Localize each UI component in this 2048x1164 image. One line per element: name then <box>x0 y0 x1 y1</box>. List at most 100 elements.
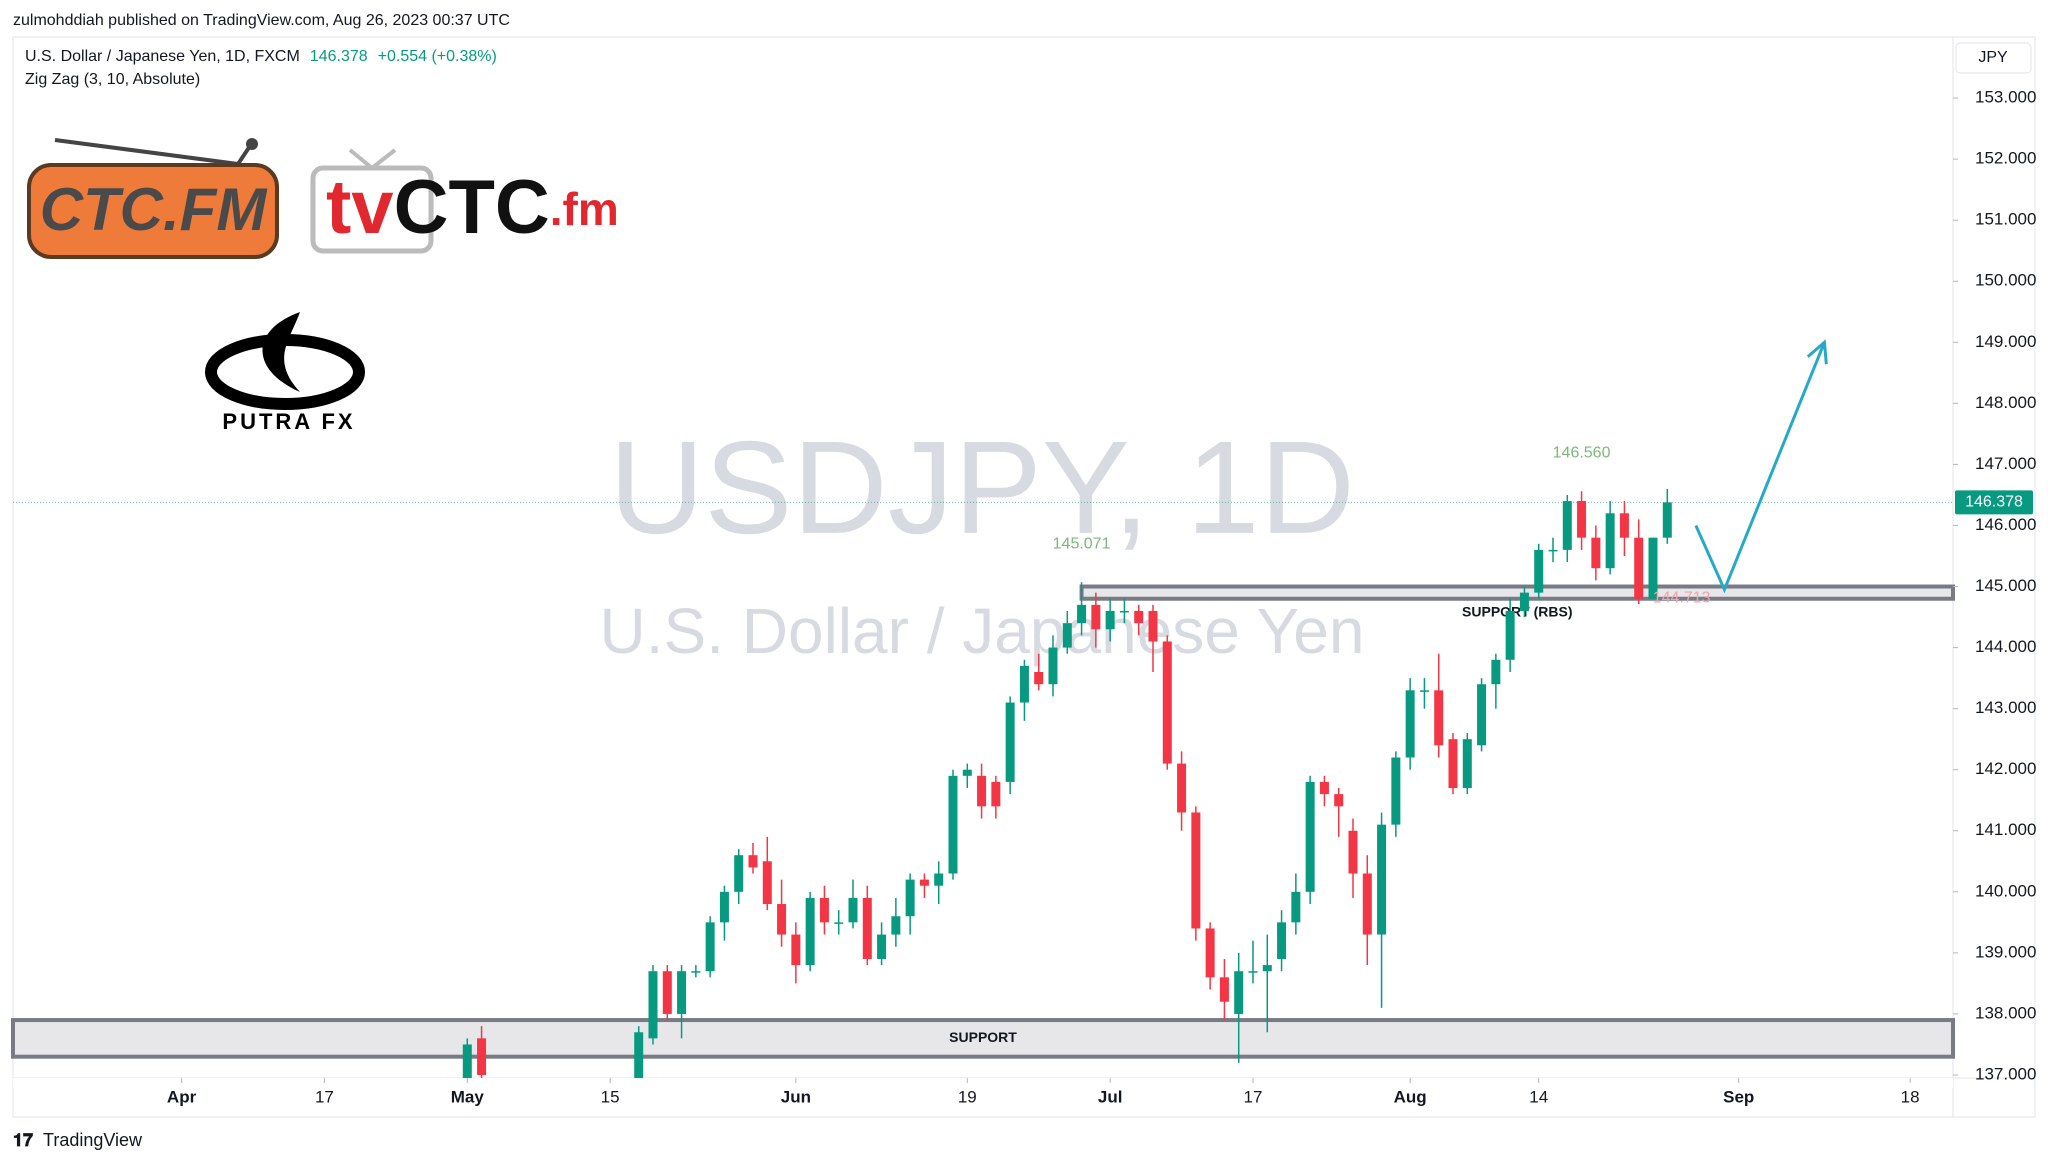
annotation: 146.560 <box>1553 444 1611 461</box>
currency[interactable]: JPY <box>1978 49 2008 66</box>
brand-icon: 𝟏𝟕 <box>13 1130 33 1150</box>
candle-body <box>1291 891 1301 923</box>
logo-ctc: CTC.FM <box>27 138 279 259</box>
projection <box>1694 341 1826 594</box>
x-tick-label: Sep <box>1723 1087 1754 1106</box>
zone <box>11 1018 1955 1059</box>
y-tick-label: 153.000 <box>1975 88 2036 107</box>
candle-body <box>1134 610 1144 624</box>
watermark-name: U.S. Dollar / Japanese Yen <box>600 595 1365 667</box>
candle-body <box>748 855 758 868</box>
candle-body <box>462 1044 472 1082</box>
y-tick-label: 150.000 <box>1975 271 2036 290</box>
zone <box>1079 584 1955 601</box>
publisher: zulmohddiah published on TradingView.com… <box>13 12 510 29</box>
logo-part: CTC <box>394 165 550 250</box>
antenna <box>348 148 374 170</box>
candle-body <box>648 971 658 1039</box>
candle-body <box>1648 537 1658 599</box>
logo-box <box>27 163 279 259</box>
candle-body <box>1377 824 1387 935</box>
candle-body <box>1148 610 1158 642</box>
candle-body <box>662 971 672 1014</box>
candle-body <box>1248 971 1258 973</box>
x-tick-label: 19 <box>958 1087 977 1106</box>
antenna <box>370 148 397 170</box>
title: U.S. Dollar / Japanese Yen, 1D, FXCM <box>25 48 300 65</box>
candle-body <box>1634 537 1644 599</box>
y-tick-label: 147.000 <box>1975 454 2036 473</box>
candle-body <box>819 897 829 923</box>
candle-body <box>1091 604 1101 630</box>
tv-frame <box>310 165 434 254</box>
antenna-tip <box>246 138 258 150</box>
annotation: 144.713 <box>1653 589 1711 606</box>
candle-body <box>905 879 915 917</box>
candle-body <box>1434 690 1444 746</box>
y-tick-label: 144.000 <box>1975 637 2036 656</box>
candle-body <box>1005 702 1015 782</box>
candle-body <box>1534 549 1544 593</box>
annotation: 145.071 <box>1053 535 1111 552</box>
y-tick-label: 139.000 <box>1975 942 2036 961</box>
logo-text: PUTRA FX <box>222 409 355 434</box>
plot: SUPPORT (RBS) SUPPORT 145.071 146.560 144.71… <box>11 339 1955 1088</box>
last-price: 146.378 <box>310 48 368 65</box>
y-tick-label: 142.000 <box>1975 759 2036 778</box>
candle-body <box>691 971 701 973</box>
candle-body <box>848 897 858 923</box>
candle-body <box>1048 647 1058 685</box>
zone-label: SUPPORT (RBS) <box>1462 603 1572 619</box>
candle-body <box>1491 659 1501 685</box>
frame <box>12 36 2036 1118</box>
y-tick-label: 149.000 <box>1975 332 2036 351</box>
watermark-symbol: USDJPY, 1D <box>609 414 1355 561</box>
candle-body <box>1191 812 1201 929</box>
candle-body <box>1477 684 1487 746</box>
x-tick-label: 17 <box>315 1087 334 1106</box>
candle-body <box>1419 690 1429 692</box>
candle-body <box>1562 501 1572 550</box>
candle-body <box>805 897 815 966</box>
candle-body <box>1548 549 1558 552</box>
brand: TradingView <box>43 1130 143 1150</box>
y-tick-label: 148.000 <box>1975 393 2036 412</box>
candle-body <box>762 861 772 905</box>
logo-tvctc: tvCTC.fm <box>310 148 619 254</box>
candle-body <box>962 769 972 776</box>
candle-body <box>1177 763 1187 813</box>
antenna <box>54 138 239 166</box>
x-tick-label: 15 <box>601 1087 620 1106</box>
candle-body <box>1362 873 1372 935</box>
candle-body <box>991 781 1001 807</box>
logo-text: CTC.FM <box>40 176 269 243</box>
candle-body <box>1234 971 1244 1014</box>
candle-body <box>919 879 929 886</box>
x-tick-label: Apr <box>167 1087 197 1106</box>
candle-body <box>1391 757 1401 825</box>
candle-body <box>1162 641 1172 764</box>
axis-mask <box>13 1078 1953 1088</box>
x-tick-label: Aug <box>1394 1087 1427 1106</box>
x-tick-label: Jul <box>1098 1087 1123 1106</box>
x-tick-label: May <box>451 1087 485 1106</box>
candle-body <box>719 891 729 923</box>
candle-body <box>1405 690 1415 758</box>
currency-box[interactable] <box>1955 42 2032 74</box>
candle-body <box>1505 610 1515 660</box>
legend: U.S. Dollar / Japanese Yen, 1D, FXCM 146.… <box>25 48 497 88</box>
candle-body <box>934 873 944 886</box>
y-tick-label: 137.000 <box>1975 1064 2036 1083</box>
candle-body <box>777 904 787 935</box>
watermark: USDJPY, 1D U.S. Dollar / Japanese Yen <box>600 414 1365 667</box>
candle-body <box>791 934 801 966</box>
y-tick-label: 141.000 <box>1975 820 2036 839</box>
y-tick-label: 152.000 <box>1975 149 2036 168</box>
candle-body <box>1034 672 1044 685</box>
logo-part: tv <box>326 165 394 250</box>
candle-body <box>1619 513 1629 538</box>
y-tick-label: 143.000 <box>1975 698 2036 717</box>
candle-body <box>1577 501 1587 538</box>
